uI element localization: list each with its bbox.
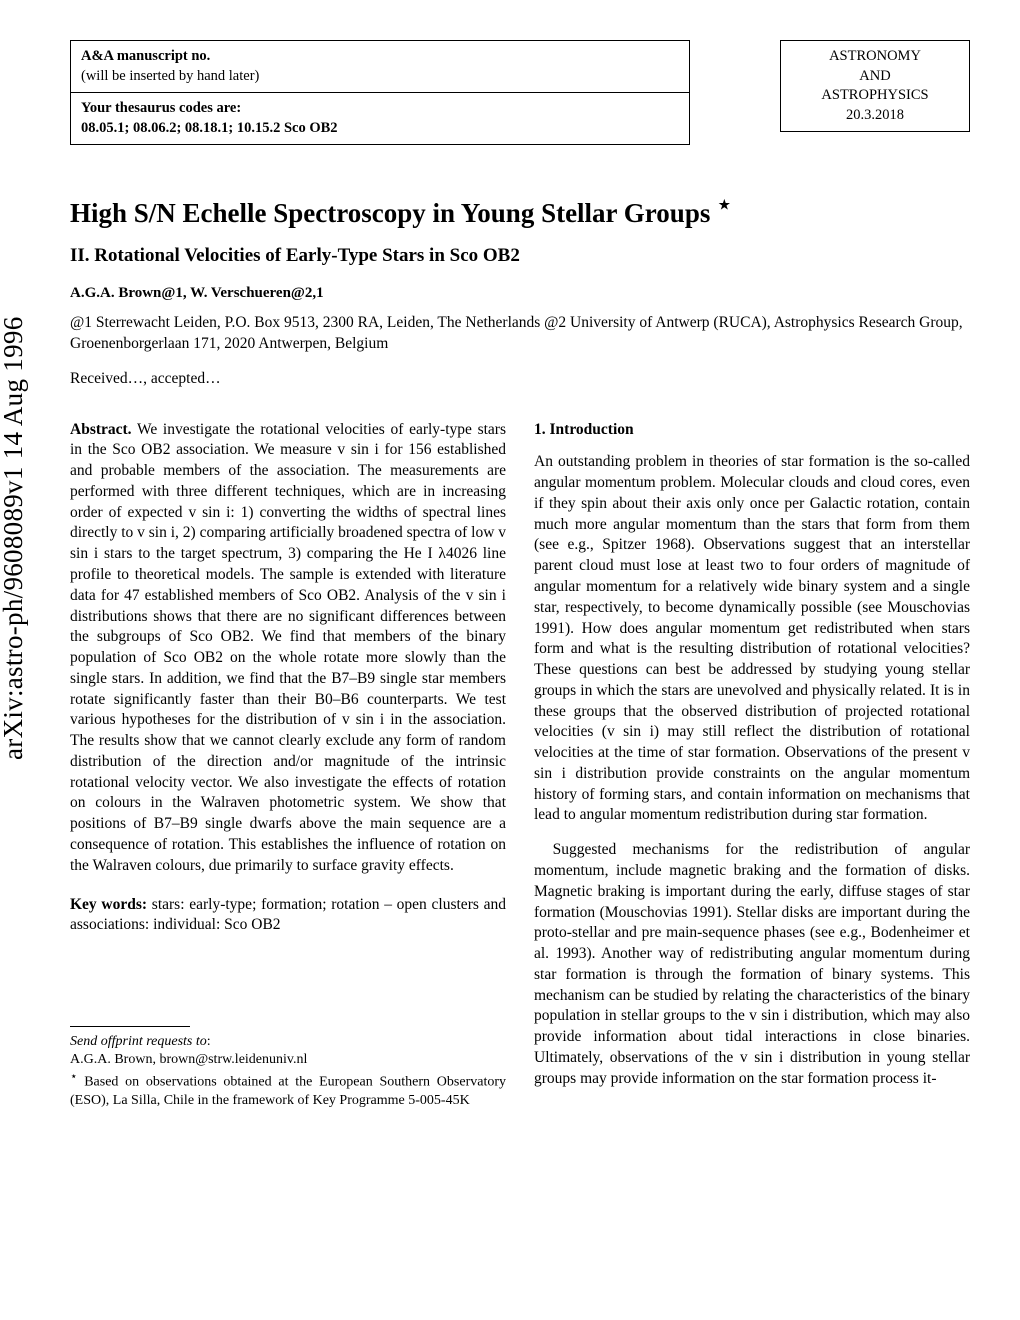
offprint-colon: :: [207, 1034, 211, 1049]
title-text: High S/N Echelle Spectroscopy in Young S…: [70, 198, 717, 228]
keywords-paragraph: Key words: stars: early-type; formation;…: [70, 895, 506, 937]
footnote-observation: ⋆ Based on observations obtained at the …: [70, 1069, 506, 1110]
footnote-email: A.G.A. Brown, brown@strw.leidenuniv.nl: [70, 1051, 506, 1069]
header-row: A&A manuscript no. (will be inserted by …: [70, 40, 970, 145]
arxiv-identifier: arXiv:astro-ph/9608089v1 14 Aug 1996: [0, 316, 31, 760]
keywords-label: Key words:: [70, 896, 147, 913]
intro-paragraph-1: An outstanding problem in theories of st…: [534, 452, 970, 826]
affiliations: @1 Sterrewacht Leiden, P.O. Box 9513, 23…: [70, 313, 970, 355]
right-column: 1. Introduction An outstanding problem i…: [534, 420, 970, 1111]
offprint-label: Send offprint requests to: [70, 1034, 207, 1049]
intro-paragraph-2: Suggested mechanisms for the redistribut…: [534, 840, 970, 1089]
journal-line2: AND: [795, 67, 955, 87]
received-accepted: Received…, accepted…: [70, 369, 970, 390]
footnote-block: Send offprint requests to: A.G.A. Brown,…: [70, 1033, 506, 1110]
abstract-paragraph: Abstract. We investigate the rotational …: [70, 420, 506, 877]
journal-line3: ASTROPHYSICS: [795, 86, 955, 106]
manuscript-no-label: A&A manuscript no.: [81, 48, 210, 64]
journal-box: ASTRONOMY AND ASTROPHYSICS 20.3.2018: [780, 40, 970, 132]
journal-line1: ASTRONOMY: [795, 47, 955, 67]
footnote-obs-text: Based on observations obtained at the Eu…: [70, 1075, 506, 1108]
thesaurus-codes: 08.05.1; 08.06.2; 08.18.1; 10.15.2 Sco O…: [81, 120, 338, 136]
content-area: High S/N Echelle Spectroscopy in Young S…: [70, 190, 970, 1110]
manuscript-top: A&A manuscript no. (will be inserted by …: [71, 41, 689, 93]
footnote-offprint-line: Send offprint requests to:: [70, 1033, 506, 1051]
manuscript-insert-note: (will be inserted by hand later): [81, 67, 679, 87]
manuscript-bottom: Your thesaurus codes are: 08.05.1; 08.06…: [71, 93, 689, 144]
manuscript-box: A&A manuscript no. (will be inserted by …: [70, 40, 690, 145]
section-1-title: 1. Introduction: [534, 420, 970, 441]
abstract-label: Abstract.: [70, 421, 132, 438]
paper-subtitle: II. Rotational Velocities of Early-Type …: [70, 243, 970, 269]
title-star: ⋆: [717, 191, 731, 217]
thesaurus-label: Your thesaurus codes are:: [81, 100, 241, 116]
authors: A.G.A. Brown@1, W. Verschueren@2,1: [70, 283, 970, 303]
abstract-text: We investigate the rotational velocities…: [70, 421, 506, 874]
left-column: Abstract. We investigate the rotational …: [70, 420, 506, 1111]
journal-date: 20.3.2018: [795, 106, 955, 126]
paper-title: High S/N Echelle Spectroscopy in Young S…: [70, 190, 970, 231]
two-column-layout: Abstract. We investigate the rotational …: [70, 420, 970, 1111]
footnote-separator: [70, 1026, 190, 1027]
